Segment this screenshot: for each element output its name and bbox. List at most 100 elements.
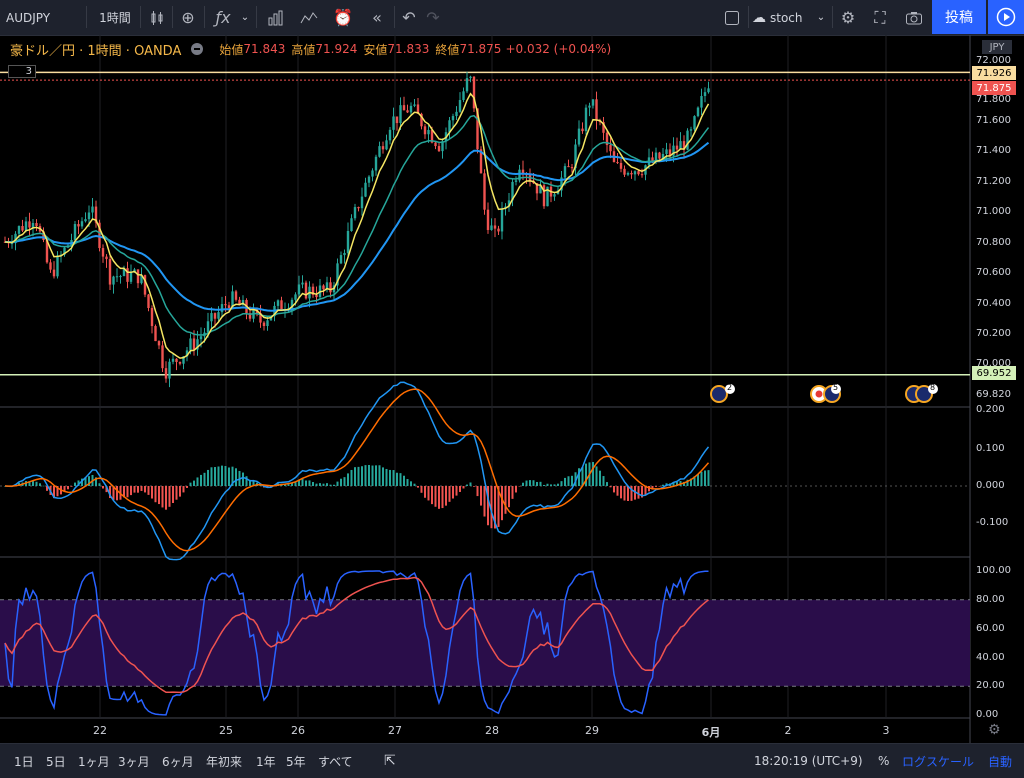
macd-histogram-bar	[529, 480, 531, 486]
macd-histogram-bar	[441, 486, 444, 509]
candles-icon[interactable]	[144, 0, 170, 35]
macd-histogram-bar	[462, 486, 465, 489]
settings-gear-icon[interactable]: ⚙	[840, 8, 856, 27]
candle-body	[591, 99, 595, 106]
macd-histogram-bar	[39, 483, 41, 486]
log-scale-toggle[interactable]: ログスケール	[902, 744, 974, 778]
close-label: 終値	[435, 42, 460, 57]
indicators-dropdown-icon[interactable]: ⌄	[240, 12, 250, 23]
candle-body	[658, 152, 661, 159]
compare-plus-icon[interactable]: ⊕	[181, 8, 195, 27]
candle-body	[343, 252, 346, 256]
macd-histogram-bar	[95, 477, 97, 486]
price-tick: 71.000	[976, 206, 1011, 217]
macd-histogram-bar	[382, 467, 384, 486]
layout-dropdown-icon[interactable]: ⌄	[816, 12, 826, 23]
auto-scale-toggle[interactable]: 自動	[988, 744, 1012, 778]
candle-body	[469, 76, 472, 79]
macd-histogram-bar	[84, 477, 87, 486]
macd-histogram-bar	[154, 486, 157, 503]
symbol-legend: 豪ドル／円 · 1時間 · OANDA 始値 71.843 高値 71.924 安値…	[10, 40, 611, 59]
candle-body	[42, 231, 45, 241]
macd-histogram-bar	[455, 486, 458, 496]
candle-body	[507, 200, 511, 207]
candle-body	[640, 174, 644, 176]
macd-histogram-bar	[655, 486, 657, 487]
candle-body	[24, 221, 28, 231]
percent-toggle[interactable]: %	[878, 744, 889, 778]
price-tick: 70.000	[976, 358, 1011, 369]
candle-body	[406, 110, 409, 113]
macd-histogram-bar	[434, 486, 437, 507]
macd-histogram-bar	[693, 476, 696, 486]
macd-histogram-bar	[287, 484, 290, 486]
candle-body	[682, 141, 686, 150]
candle-body	[322, 285, 325, 290]
symbol-search[interactable]: AUDJPY	[6, 0, 76, 35]
range-1d[interactable]: 1日	[14, 744, 34, 778]
indicator-toggle[interactable]: 3	[8, 65, 36, 78]
candle-body	[448, 120, 451, 133]
candle-body	[472, 76, 476, 109]
percent-label: %	[878, 754, 890, 768]
candle-body	[280, 300, 283, 311]
fullscreen-icon[interactable]: ⛶	[874, 7, 886, 27]
macd-histogram-bar	[518, 486, 521, 487]
alert-clock-icon[interactable]: ⏰	[333, 8, 353, 27]
macd-histogram-bar	[46, 486, 48, 491]
macd-histogram-bar	[431, 486, 433, 505]
macd-histogram-bar	[704, 470, 706, 486]
macd-histogram-bar	[144, 486, 146, 493]
range-1y[interactable]: 1年	[256, 744, 276, 778]
macd-histogram-bar	[438, 486, 440, 509]
range-all[interactable]: すべて	[318, 744, 353, 778]
replay-icon[interactable]: «	[372, 8, 382, 27]
redo-icon[interactable]: ↷	[426, 8, 440, 27]
save-layout-button[interactable]: ☁ stoch	[752, 0, 824, 35]
play-icon[interactable]	[988, 0, 1024, 34]
goto-date-icon[interactable]: ⇱	[384, 753, 396, 769]
publish-button[interactable]: 投稿	[932, 0, 986, 34]
log-scale-label: ログスケール	[902, 754, 975, 769]
range-label: 1ヶ月	[78, 754, 110, 769]
candle-body	[490, 225, 493, 230]
candle-body	[679, 141, 682, 150]
macd-tick: 0.000	[976, 480, 1005, 491]
range-6m[interactable]: 6ヶ月	[162, 744, 194, 778]
collapse-legend-icon[interactable]	[191, 43, 204, 55]
candle-body	[294, 294, 297, 300]
range-5d[interactable]: 5日	[46, 744, 66, 778]
interval-selector[interactable]: 1時間	[92, 0, 138, 35]
event-marker[interactable]: 2	[710, 383, 738, 407]
undo-icon[interactable]: ↶	[402, 8, 416, 27]
range-1m[interactable]: 1ヶ月	[78, 744, 110, 778]
clock-timezone[interactable]: 18:20:19 (UTC+9)	[754, 744, 863, 778]
currency-badge[interactable]: JPY	[982, 40, 1012, 54]
candle-body	[108, 259, 112, 285]
financials-bar-icon[interactable]	[262, 0, 288, 35]
templates-icon[interactable]	[296, 0, 322, 35]
candle-body	[73, 224, 77, 241]
event-marker[interactable]: 8	[904, 383, 944, 407]
camera-icon[interactable]	[902, 0, 926, 35]
event-marker[interactable]: 5	[808, 383, 852, 407]
layout-square-icon[interactable]	[720, 0, 744, 35]
candle-body	[451, 116, 455, 121]
candle-body	[35, 223, 38, 227]
macd-histogram-bar	[637, 486, 640, 499]
axis-settings-gear-icon[interactable]: ⚙	[988, 722, 1001, 738]
macd-histogram-bar	[193, 480, 195, 486]
macd-histogram-bar	[557, 483, 559, 486]
candle-body	[276, 300, 280, 306]
macd-histogram-bar	[340, 478, 342, 486]
range-3m[interactable]: 3ヶ月	[118, 744, 150, 778]
range-ytd[interactable]: 年初来	[206, 744, 242, 778]
candle-body	[140, 275, 143, 284]
layout-name: stoch	[770, 10, 803, 25]
macd-histogram-bar	[147, 486, 150, 495]
date-tick: 26	[291, 724, 305, 737]
indicators-fx-icon[interactable]: ƒx	[215, 8, 231, 27]
range-5y[interactable]: 5年	[286, 744, 306, 778]
macd-histogram-bar	[567, 476, 570, 486]
